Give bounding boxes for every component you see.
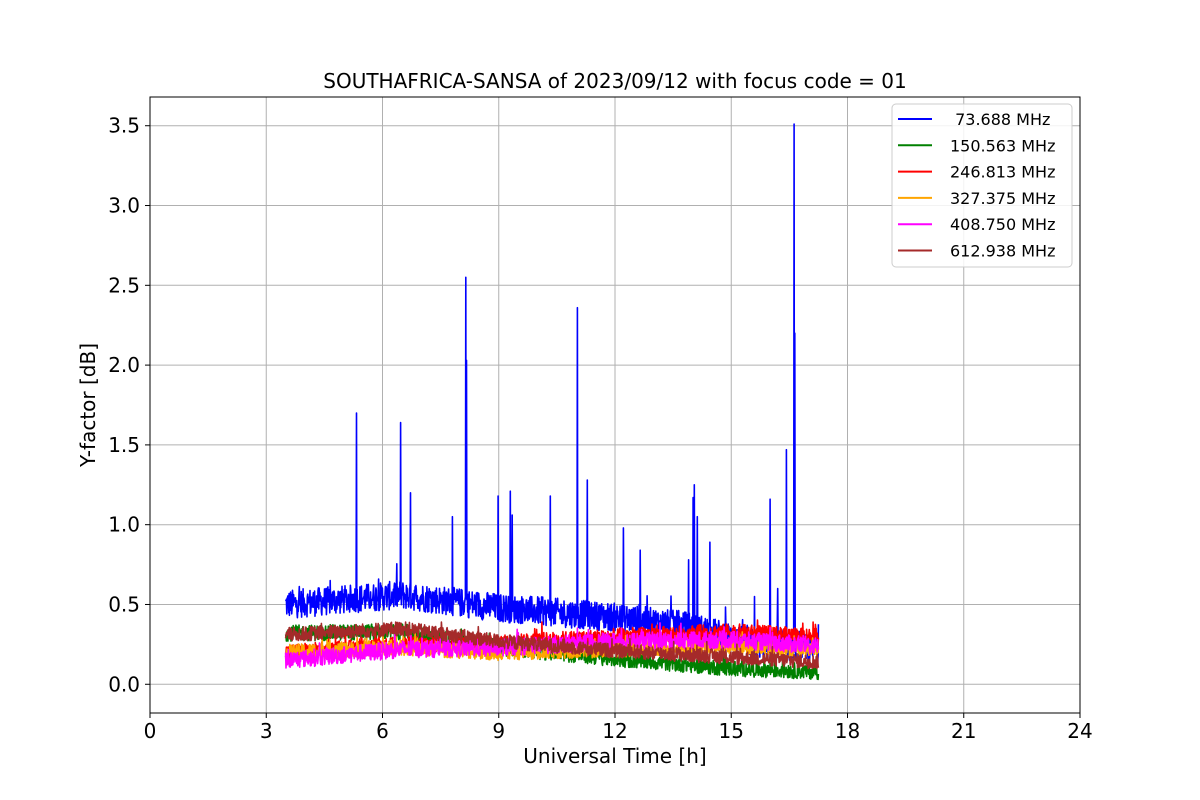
legend-label: 246.813 MHz xyxy=(950,163,1055,182)
y-tick-label: 0.0 xyxy=(108,672,140,696)
x-tick-label: 18 xyxy=(835,719,860,743)
axes-ticks: 0 3 6 9 12 15 18 21 24 0.0 0.5 1.0 1.5 2.0 2.5 3.0 3.5 xyxy=(108,114,1093,743)
series-line xyxy=(284,630,820,662)
y-tick-label: 2.5 xyxy=(108,273,140,297)
x-tick-label: 21 xyxy=(951,719,976,743)
y-tick-label: 3.5 xyxy=(108,114,140,138)
legend-label: 408.750 MHz xyxy=(950,215,1055,234)
x-tick-label: 0 xyxy=(144,719,157,743)
plot-area xyxy=(284,123,820,681)
y-tick-label: 1.0 xyxy=(108,513,140,537)
legend-box xyxy=(891,103,1073,268)
legend: 73.688 MHz 150.563 MHz 246.813 MHz 327.375 … xyxy=(891,103,1073,268)
y-tick-label: 3.0 xyxy=(108,194,140,218)
y-tick-label: 2.0 xyxy=(108,353,140,377)
x-tick-label: 3 xyxy=(260,719,273,743)
x-tick-label: 15 xyxy=(719,719,744,743)
y-tick-label: 1.5 xyxy=(108,433,140,457)
x-tick-label: 24 xyxy=(1067,719,1092,743)
x-tick-label: 9 xyxy=(492,719,505,743)
x-tick-label: 6 xyxy=(376,719,389,743)
legend-label: 612.938 MHz xyxy=(950,242,1055,261)
legend-label: 327.375 MHz xyxy=(950,189,1055,208)
series-line xyxy=(284,621,820,670)
x-tick-label: 12 xyxy=(602,719,627,743)
y-axis-label: Y-factor [dB] xyxy=(76,343,100,468)
legend-label: 73.688 MHz xyxy=(950,110,1050,129)
x-axis-label: Universal Time [h] xyxy=(523,744,706,768)
chart-title: SOUTHAFRICA-SANSA of 2023/09/12 with foc… xyxy=(323,69,907,93)
legend-label: 150.563 MHz xyxy=(950,136,1055,155)
y-tick-label: 0.5 xyxy=(108,592,140,616)
